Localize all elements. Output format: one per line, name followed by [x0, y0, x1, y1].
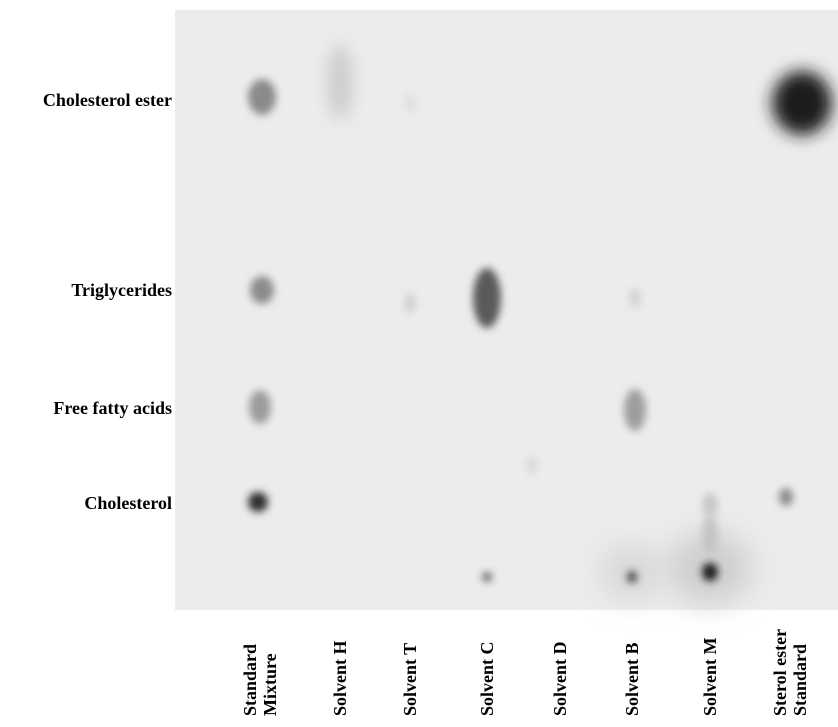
- lane-label: Solvent M: [700, 637, 720, 716]
- row-label: Cholesterol: [84, 493, 172, 513]
- lane-label: Solvent C: [477, 641, 497, 716]
- lane-label: Solvent D: [550, 641, 570, 716]
- tlc-figure: Cholesterol ester Triglycerides Free fatty…: [0, 0, 838, 727]
- row-label: Free fatty acids: [53, 398, 172, 418]
- lane-label: Solvent H: [330, 640, 350, 716]
- lane-label: Sterol ester: [770, 629, 790, 716]
- lane-label: Solvent T: [400, 643, 420, 716]
- lane-label: Standard: [240, 644, 260, 716]
- row-label: Triglycerides: [71, 280, 172, 300]
- lane-label: Standard: [790, 644, 810, 716]
- lane-label: Mixture: [260, 653, 280, 716]
- lane-label: Solvent B: [622, 642, 642, 716]
- row-label: Cholesterol ester: [43, 90, 172, 110]
